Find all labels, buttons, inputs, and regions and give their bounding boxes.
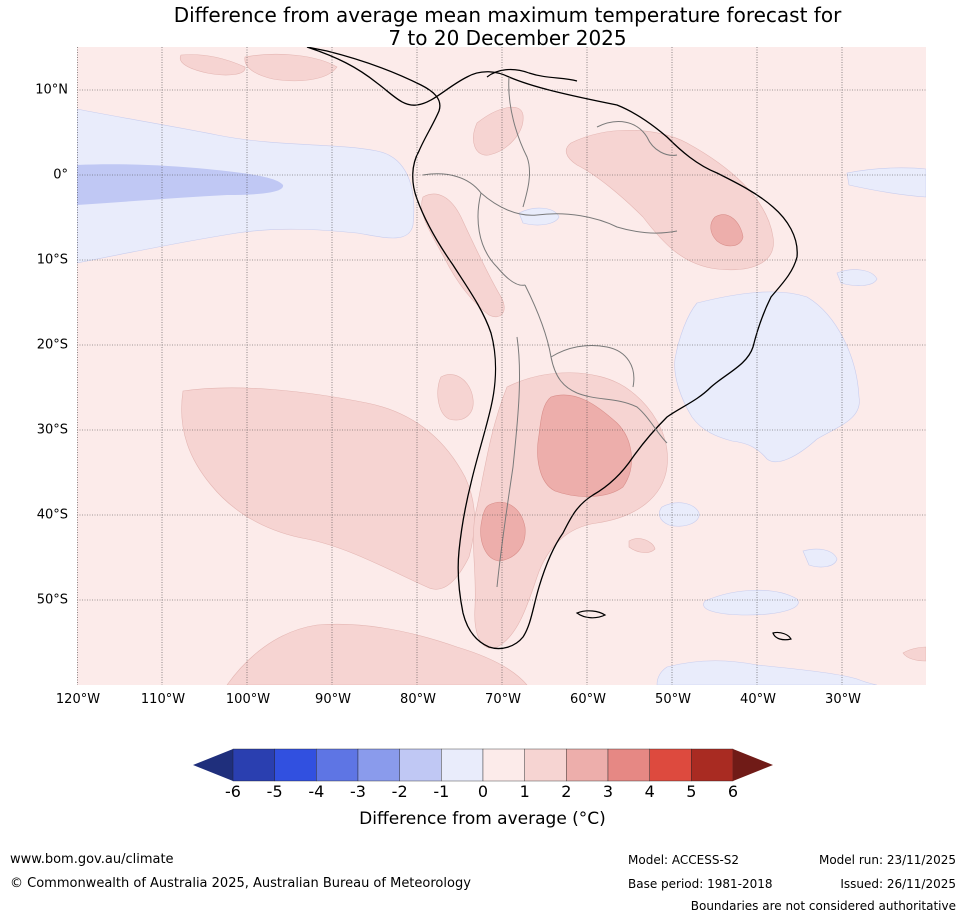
footer-url: www.bom.gov.au/climate [10,852,174,867]
warm-anomaly-northwest [179,54,246,76]
falkland-islands [575,610,607,619]
colorbar-block [441,748,484,782]
caribbean-coast [486,68,578,82]
colorbar-label: Difference from average (°C) [359,809,606,829]
colorbar-block [399,748,442,782]
south-georgia [772,631,792,641]
cool-anomaly-southwest-atlantic [703,589,799,616]
colorbar-tick-label: -6 [225,782,241,801]
lon-label-90w: 90°W [315,692,351,707]
footer-base-period: Base period: 1981-2018 [628,877,773,891]
lat-label-30s: 30°S [36,422,68,438]
colorbar-tick-label: 4 [644,782,655,801]
cool-anomaly-atlantic [674,291,860,463]
lon-label-70w: 70°W [485,692,521,707]
lat-label-50s: 50°S [36,592,68,608]
warm-anomaly-colombia [473,106,524,156]
warm-anomaly-caribbean [244,53,338,82]
warm-anomaly-south-pacific [226,623,528,685]
footer-model-run: Model run: 23/11/2025 [818,853,956,867]
cool-anomaly-small-2 [802,548,838,568]
lat-label-10s: 10°S [36,252,68,268]
colorbar-high-extension [733,749,773,781]
south-america-coastline [306,47,798,650]
colorbar-low-extension [193,749,233,781]
warm-anomaly-pampas [537,394,632,497]
colorbar-block [482,748,525,782]
lon-label-100w: 100°W [225,692,271,707]
colorbar-tick-label: 1 [519,782,530,801]
colorbar-block [316,748,359,782]
colorbar-block [274,748,317,782]
footer-model: Model: ACCESS-S2 [628,853,740,867]
graticule [77,47,926,685]
lon-label-80w: 80°W [400,692,436,707]
map-title: Difference from average mean maximum tem… [0,4,965,50]
cool-anomaly-small-1 [836,269,878,286]
colorbar-tick-label: -1 [433,782,450,801]
lat-label-40s: 40°S [36,507,68,523]
warm-anomaly-patagonia [480,501,526,562]
colorbar-tick-label: 6 [727,782,739,801]
colorbar-block [524,748,567,782]
colorbar-tick-label: -3 [350,782,366,801]
colorbar-tick-label: 3 [602,782,614,801]
colorbar-block [691,748,734,782]
warm-anomaly-southeast-pacific [181,387,475,590]
colorbar-block [232,748,275,782]
warm-anomaly-andes-north [421,193,505,317]
cool-anomaly-small-3 [518,207,560,226]
lon-label-40w: 40°W [740,692,776,707]
title-line-1: Difference from average mean maximum tem… [173,3,842,27]
colorbar-block [566,748,609,782]
footer-copyright: © Commonwealth of Australia 2025, Austra… [10,876,471,891]
colorbar-tick-label: 0 [477,782,489,801]
warm-anomaly-far-east [902,646,926,662]
colorbar-blocks [232,748,734,782]
country-borders [422,76,678,588]
lon-label-60w: 60°W [570,692,606,707]
lon-label-30w: 30°W [825,692,861,707]
lat-label-10n: 10°N [35,82,68,98]
title-line-2: 7 to 20 December 2025 [388,26,627,50]
lon-label-50w: 50°W [655,692,691,707]
cool-anomaly-pacific-core [77,164,284,205]
lon-label-110w: 110°W [140,692,186,707]
colorbar-tick-label: -4 [308,782,325,801]
warm-anomaly-atlantic-small [628,538,656,553]
colorbar [193,748,773,782]
map-canvas [77,47,926,685]
colorbar-tick-label: -2 [391,782,408,801]
colorbar-block [649,748,692,782]
colorbar-block [607,748,650,782]
footer-issued: Issued: 26/11/2025 [840,877,956,891]
lat-label-0: 0° [53,167,68,183]
footer-disclaimer: Boundaries are not considered authoritat… [690,899,956,913]
lon-label-120w: 120°W [55,692,101,707]
cool-anomaly-atlantic-east [846,167,926,198]
warm-anomaly-chile-coast [437,374,474,421]
lat-label-20s: 20°S [36,337,68,353]
warm-anomaly-brazil-core [710,214,744,247]
forecast-map [77,47,926,685]
colorbar-tick-label: 2 [561,782,572,801]
colorbar-block [357,748,400,782]
cool-anomaly-far-south [656,660,878,685]
colorbar-tick-label: -5 [266,782,283,801]
cool-anomaly-atlantic-south [659,502,700,527]
colorbar-tick-label: 5 [686,782,697,801]
